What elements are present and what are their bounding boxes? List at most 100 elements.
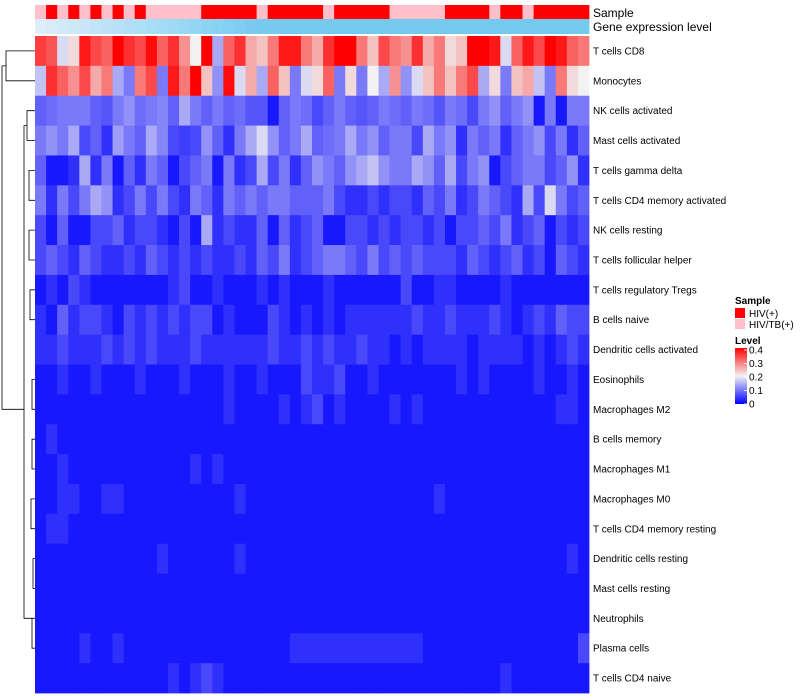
gene-expression-cell	[433, 19, 446, 34]
gene-expression-cell	[68, 19, 80, 34]
heatmap-cell	[79, 155, 91, 186]
heatmap-cell	[323, 394, 335, 425]
gene-expression-cell	[300, 19, 313, 34]
sample-cell	[123, 5, 136, 19]
heatmap-cell	[323, 364, 335, 395]
heatmap-cell	[378, 274, 390, 306]
heatmap-cell	[345, 95, 357, 126]
heatmap-cell	[300, 633, 313, 664]
heatmap-cell	[57, 304, 69, 336]
heatmap-cell	[389, 663, 402, 694]
heatmap-cell	[400, 334, 413, 365]
heatmap-cell	[267, 394, 280, 425]
heatmap-cell	[356, 364, 368, 395]
heatmap-cell	[511, 424, 523, 455]
heatmap-cell	[300, 274, 313, 306]
heatmap-cell	[123, 663, 136, 694]
sample-cell	[312, 5, 324, 19]
heatmap-cell	[156, 334, 169, 365]
heatmap-cell	[456, 155, 468, 186]
heatmap-cell	[345, 304, 357, 336]
heatmap-cell	[389, 364, 402, 395]
heatmap-cell	[245, 454, 257, 485]
heatmap-cell	[278, 185, 291, 216]
heatmap-cell	[145, 603, 158, 634]
heatmap-cell	[566, 36, 579, 67]
heatmap-cell	[134, 483, 147, 515]
heatmap-cell	[389, 245, 402, 276]
heatmap-cell	[378, 394, 390, 425]
heatmap-cell	[112, 603, 125, 634]
heatmap-cell	[422, 394, 435, 425]
heatmap-cell	[356, 95, 368, 126]
heatmap-cell	[511, 513, 523, 545]
gene-expression-annotation-label: Gene expression level	[593, 20, 712, 34]
heatmap-cell	[378, 185, 390, 216]
gene-expression-cell	[212, 19, 224, 34]
heatmap-cell	[422, 304, 435, 336]
heatmap-cell	[201, 304, 213, 336]
gene-expression-cell	[112, 19, 125, 34]
heatmap-cell	[444, 36, 457, 67]
heatmap-cell	[433, 513, 446, 545]
heatmap-cell	[179, 513, 191, 545]
heatmap-cell	[90, 215, 102, 246]
heatmap-cell	[312, 155, 324, 186]
heatmap-cell	[123, 513, 136, 545]
heatmap-cell	[212, 394, 224, 425]
heatmap-cell	[223, 394, 235, 425]
heatmap-cell	[289, 424, 302, 455]
heatmap-cell	[511, 155, 523, 186]
heatmap-cell	[467, 36, 479, 67]
heatmap-cell	[101, 603, 113, 634]
heatmap-cell	[544, 603, 557, 634]
heatmap-cell	[444, 95, 457, 126]
heatmap-cell	[500, 394, 512, 425]
heatmap-cell	[134, 185, 147, 216]
heatmap-cell	[167, 603, 180, 634]
heatmap-cell	[35, 394, 47, 425]
heatmap-cell	[356, 185, 368, 216]
heatmap-cell	[112, 95, 125, 126]
heatmap-cell	[145, 65, 158, 97]
heatmap-cell	[123, 95, 136, 126]
heatmap-cell	[400, 663, 413, 694]
heatmap-cell	[90, 394, 102, 425]
heatmap-cell	[422, 65, 435, 97]
heatmap-cell	[312, 483, 324, 515]
heatmap-cell	[68, 394, 80, 425]
heatmap-cell	[577, 245, 590, 276]
heatmap-cell	[46, 543, 58, 574]
heatmap-cell	[278, 454, 291, 485]
sample-cell	[356, 5, 368, 19]
heatmap-cell	[278, 95, 291, 126]
heatmap-cell	[411, 364, 424, 395]
heatmap-cell	[112, 334, 125, 365]
heatmap-cell	[312, 394, 324, 425]
heatmap-cell	[234, 215, 246, 246]
heatmap-cell	[101, 185, 113, 216]
row-label: Macrophages M0	[593, 494, 671, 505]
heatmap-cell	[533, 364, 546, 395]
heatmap-cell	[278, 304, 291, 336]
sample-cell	[433, 5, 446, 19]
heatmap-cell	[156, 543, 169, 574]
heatmap-cell	[57, 663, 69, 694]
gene-expression-cell	[190, 19, 202, 34]
heatmap-cell	[201, 573, 213, 604]
heatmap-cell	[444, 364, 457, 395]
sample-cell	[566, 5, 579, 19]
heatmap-cell	[356, 483, 368, 515]
row-label: NK cells activated	[593, 106, 672, 117]
heatmap-cell	[179, 633, 191, 664]
heatmap-cell	[433, 185, 446, 216]
heatmap-cell	[145, 663, 158, 694]
row-label: B cells naive	[593, 315, 650, 326]
sample-cell	[68, 5, 80, 19]
heatmap-cell	[566, 65, 579, 97]
heatmap-cell	[167, 155, 180, 186]
heatmap-cell	[245, 155, 257, 186]
sample-cell	[345, 5, 357, 19]
heatmap-cell	[190, 65, 202, 97]
gene-expression-cell	[389, 19, 402, 34]
